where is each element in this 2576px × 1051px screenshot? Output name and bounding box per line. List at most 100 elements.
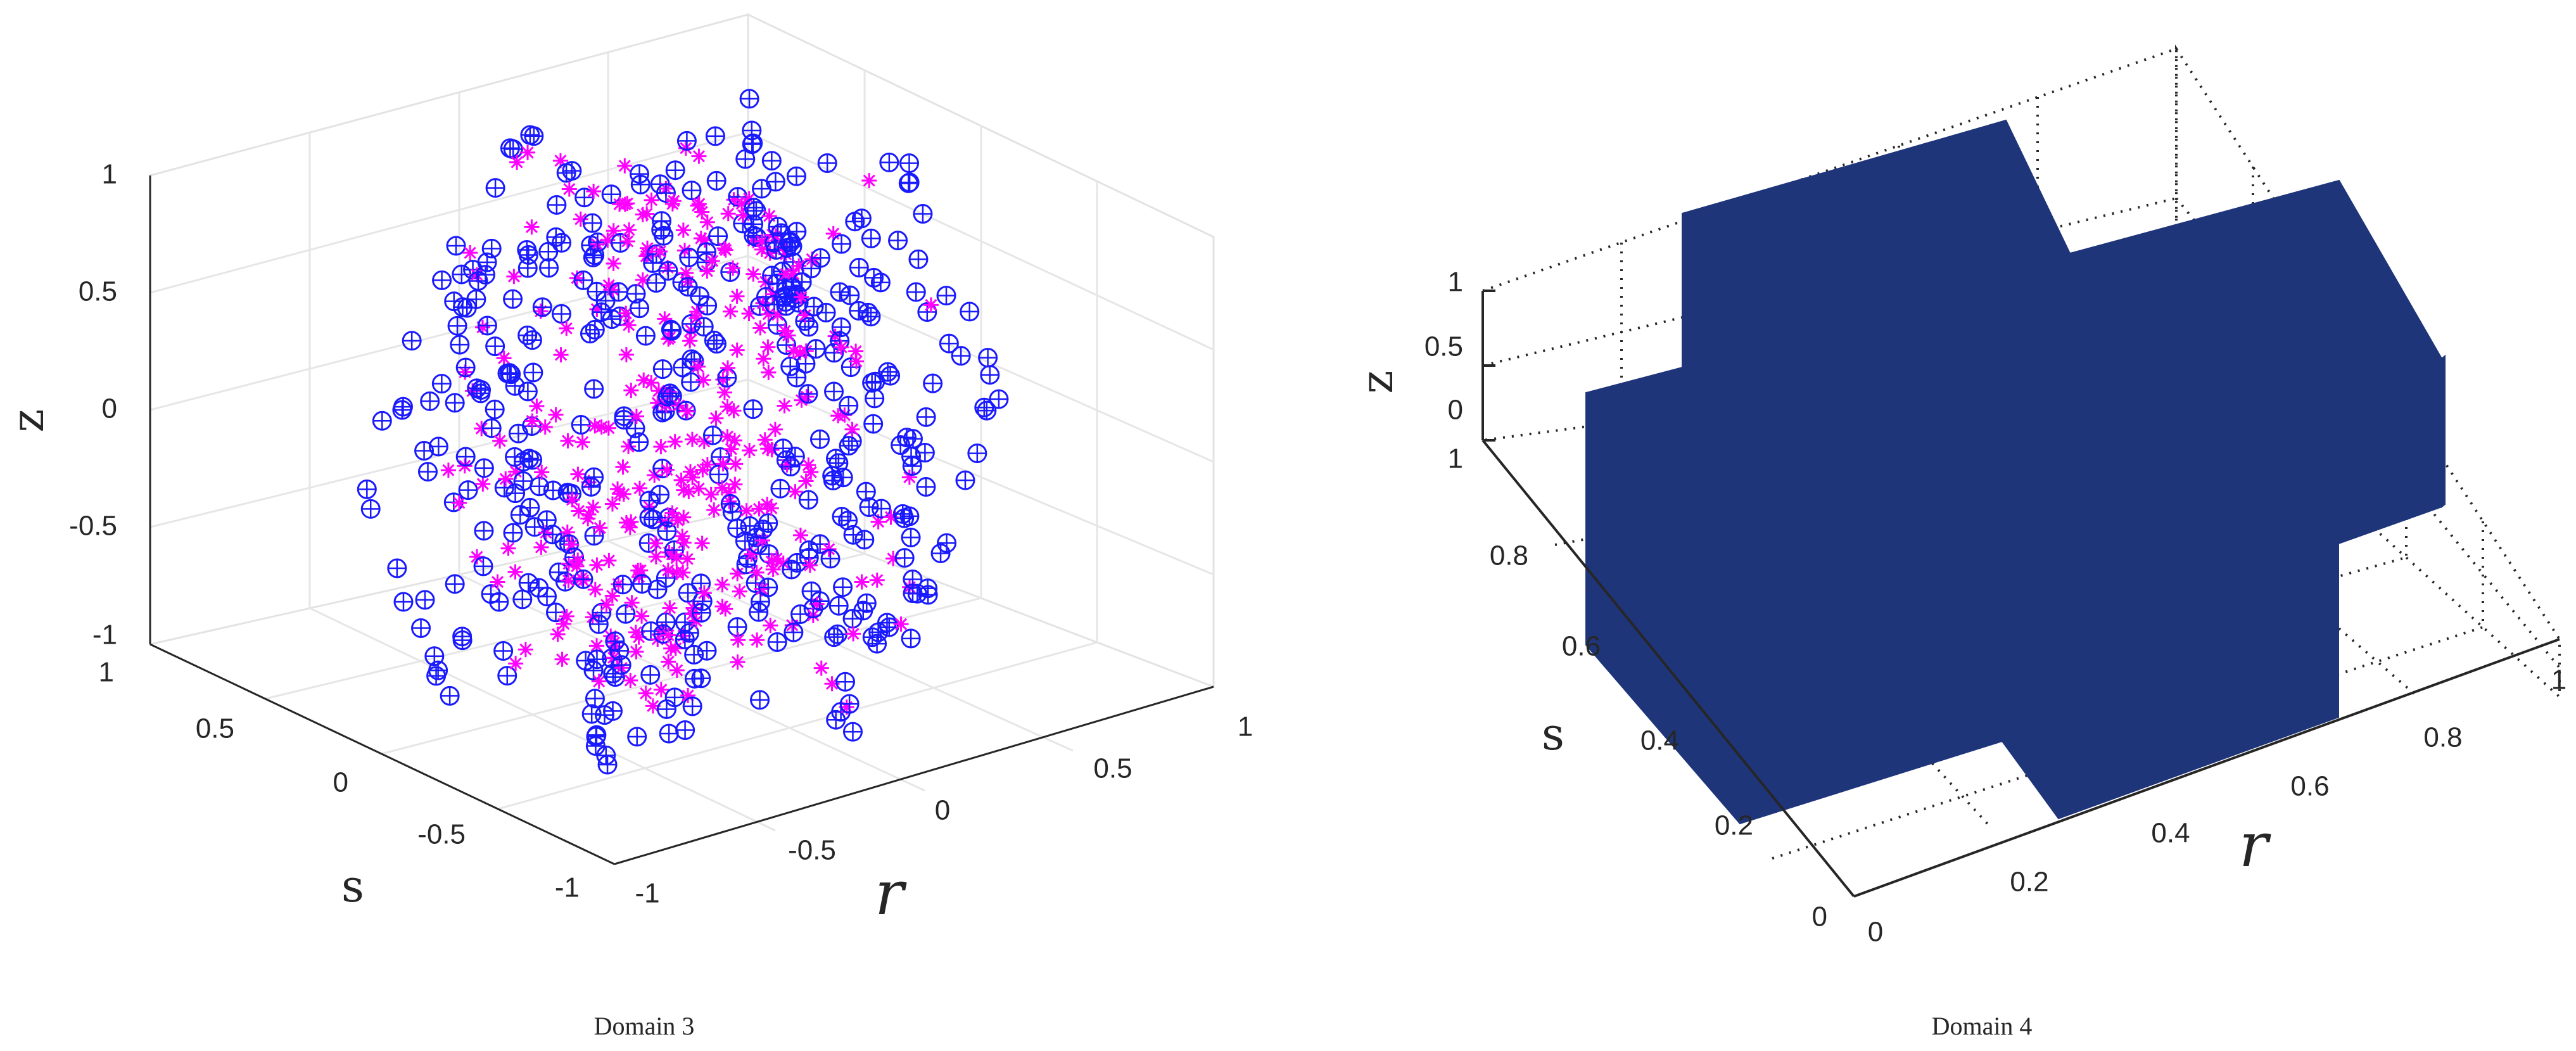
boundary-point	[849, 257, 869, 277]
interior-point	[720, 360, 735, 376]
boundary-point	[411, 618, 431, 638]
interior-point	[849, 354, 865, 369]
boundary-point	[585, 689, 605, 709]
boundary-point	[455, 447, 476, 467]
interior-point	[619, 196, 635, 212]
interior-point	[585, 499, 601, 515]
interior-point	[761, 208, 777, 224]
interior-point	[462, 245, 478, 261]
interior-point	[676, 628, 692, 644]
interior-point	[676, 482, 692, 498]
boundary-point	[706, 170, 726, 191]
interior-point	[690, 359, 706, 374]
interior-point	[785, 343, 801, 359]
interior-point	[691, 481, 707, 497]
interior-point	[623, 383, 639, 398]
interior-point	[825, 226, 841, 241]
interior-point	[524, 219, 540, 235]
s-axis-line	[149, 643, 615, 865]
interior-point	[741, 305, 757, 321]
interior-point	[500, 540, 516, 556]
boundary-point	[517, 381, 538, 402]
interior-point	[574, 434, 590, 450]
boundary-point	[573, 270, 593, 290]
interior-point	[691, 196, 707, 212]
boundary-point	[656, 612, 676, 632]
interior-point	[689, 304, 705, 320]
interior-point	[490, 574, 505, 590]
boundary-point	[902, 456, 922, 476]
interior-point	[718, 601, 733, 617]
interior-point	[742, 443, 758, 459]
interior-point	[650, 395, 666, 411]
boundary-point	[951, 346, 971, 366]
boundary-point	[839, 436, 859, 456]
interior-point	[440, 462, 456, 478]
interior-point	[708, 411, 724, 426]
interior-point	[559, 525, 575, 540]
boundary-point	[485, 336, 505, 357]
boundary-point	[474, 521, 494, 541]
interior-point	[720, 429, 735, 445]
boundary-point	[630, 164, 650, 184]
interior-point	[861, 173, 877, 189]
domain-4-frame	[1482, 290, 2560, 898]
interior-point	[534, 464, 550, 480]
boundary-point	[810, 248, 830, 268]
interior-point	[506, 269, 522, 284]
boundary-point	[650, 485, 670, 505]
interior-point	[644, 375, 659, 391]
interior-point	[657, 311, 673, 327]
interior-point	[621, 222, 637, 238]
boundary-point	[767, 632, 787, 653]
interior-point	[570, 552, 586, 568]
grid-line	[149, 255, 749, 411]
interior-point	[721, 485, 737, 500]
r-tick-label: 0.5	[1093, 753, 1132, 784]
interior-point	[682, 464, 698, 480]
interior-point	[728, 456, 744, 472]
interior-point	[695, 372, 711, 388]
boundary-point	[758, 577, 778, 597]
interior-point	[727, 476, 743, 492]
boundary-point	[652, 359, 673, 379]
interior-point	[592, 520, 608, 536]
interior-point	[517, 642, 533, 658]
boundary-point	[497, 666, 517, 686]
boundary-point	[664, 687, 685, 708]
s-tick-label: 1	[99, 657, 114, 688]
interior-point	[784, 617, 800, 633]
boundary-point	[584, 379, 604, 399]
boundary-point	[854, 530, 875, 550]
boundary-point	[481, 418, 502, 438]
interior-point	[624, 595, 640, 611]
boundary-point	[955, 470, 975, 490]
interior-point	[589, 302, 605, 317]
interior-point	[725, 260, 741, 276]
boundary-point	[906, 282, 926, 302]
interior-point	[606, 255, 621, 271]
interior-point	[767, 421, 783, 437]
boundary-point	[658, 261, 678, 281]
boundary-point	[679, 623, 699, 643]
z-tick-label: 1	[1448, 267, 1463, 298]
interior-point	[653, 682, 669, 697]
s-tick-label: 0	[1812, 901, 1827, 933]
boundary-point	[930, 543, 951, 563]
interior-point	[498, 471, 514, 487]
boundary-point	[614, 410, 634, 430]
interior-point	[678, 140, 694, 156]
boundary-point	[765, 172, 785, 192]
boundary-point	[659, 723, 679, 744]
interior-point	[650, 632, 666, 647]
interior-point	[848, 343, 864, 359]
boundary-point	[746, 201, 766, 221]
r-tick-label: 0	[935, 795, 950, 826]
boundary-point	[503, 289, 523, 309]
interior-point	[604, 588, 620, 604]
boundary-point	[916, 477, 936, 497]
boundary-point	[585, 319, 605, 340]
interior-point	[787, 484, 803, 500]
s-axis-label: s	[1542, 708, 1564, 760]
boundary-point	[657, 521, 677, 542]
